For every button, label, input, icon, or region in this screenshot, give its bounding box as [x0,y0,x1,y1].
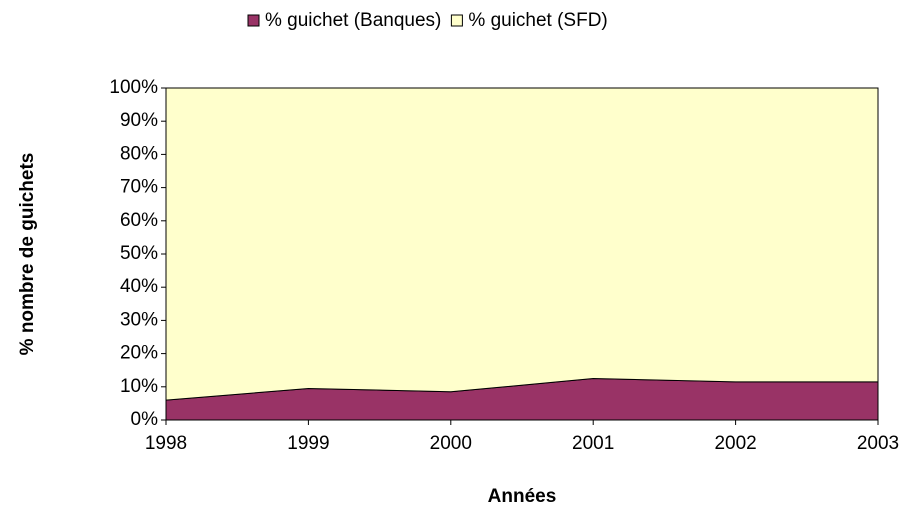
y-tick-label: 60% [120,210,158,231]
legend-label: % guichet (Banques) [265,10,441,31]
legend-swatch [247,14,260,27]
y-tick-label: 70% [120,177,158,198]
y-tick-label: 30% [120,309,158,330]
y-tick-label: 40% [120,276,158,297]
x-tick-label: 2000 [430,433,472,454]
y-tick-label: 90% [120,110,158,131]
legend-label: % guichet (SFD) [468,10,607,31]
legend-swatch [450,14,463,27]
y-tick-label: 50% [120,243,158,264]
y-tick-label: 100% [109,77,158,98]
y-tick-label: 0% [131,409,159,430]
x-tick-label: 1999 [287,433,329,454]
y-tick-label: 20% [120,343,158,364]
x-tick-label: 2003 [857,433,899,454]
y-tick-label: 80% [120,143,158,164]
y-tick-label: 10% [120,376,158,397]
y-axis-label: % nombre de guichets [17,153,38,356]
x-tick-label: 1998 [145,433,187,454]
x-tick-label: 2002 [714,433,756,454]
area [165,87,879,401]
x-tick-label: 2001 [572,433,614,454]
x-axis-label: Années [488,486,557,507]
